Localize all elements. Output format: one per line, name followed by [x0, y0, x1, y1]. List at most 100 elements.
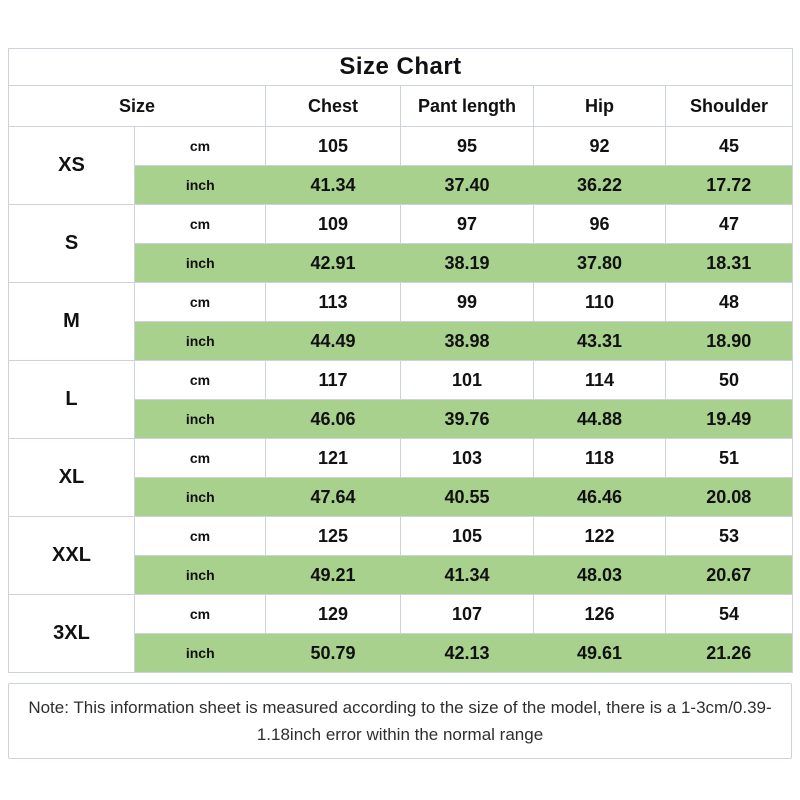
table-row-cm: XL cm 121 103 118 51: [8, 438, 793, 517]
unit-label-inch: inch: [134, 399, 266, 439]
measurement-value-cm: 114: [533, 360, 666, 400]
measurement-value-cm: 101: [400, 360, 534, 400]
measurement-value-cm: 96: [533, 204, 666, 244]
column-header-size: Size: [8, 85, 266, 127]
measurement-value-cm: 129: [265, 594, 401, 634]
measurement-value-cm: 105: [400, 516, 534, 556]
unit-label-inch: inch: [134, 321, 266, 361]
column-header-pant-length: Pant length: [400, 85, 534, 127]
measurement-value-inch: 44.88: [533, 399, 666, 439]
measurement-value-inch: 20.08: [665, 477, 793, 517]
measurement-value-inch: 17.72: [665, 165, 793, 205]
measurement-value-inch: 42.13: [400, 633, 534, 673]
column-header-row: Size Chest Pant length Hip Shoulder: [8, 85, 793, 127]
measurement-value-inch: 47.64: [265, 477, 401, 517]
measurement-value-cm: 118: [533, 438, 666, 478]
measurement-value-cm: 95: [400, 126, 534, 166]
size-label: XXL: [8, 516, 135, 595]
measurement-value-cm: 103: [400, 438, 534, 478]
measurement-value-inch: 41.34: [265, 165, 401, 205]
size-label: 3XL: [8, 594, 135, 673]
measurement-value-cm: 47: [665, 204, 793, 244]
measurement-value-inch: 38.98: [400, 321, 534, 361]
measurement-value-inch: 40.55: [400, 477, 534, 517]
measurement-value-cm: 99: [400, 282, 534, 322]
measurement-value-inch: 36.22: [533, 165, 666, 205]
measurement-value-cm: 48: [665, 282, 793, 322]
measurement-value-cm: 126: [533, 594, 666, 634]
unit-label-cm: cm: [134, 594, 266, 634]
measurement-value-inch: 39.76: [400, 399, 534, 439]
unit-label-cm: cm: [134, 204, 266, 244]
measurement-value-cm: 92: [533, 126, 666, 166]
size-chart-table: Size Chart Size Chest Pant length Hip Should…: [8, 48, 793, 673]
measurement-value-cm: 45: [665, 126, 793, 166]
measurement-value-cm: 125: [265, 516, 401, 556]
measurement-value-cm: 117: [265, 360, 401, 400]
table-row-inch: inch 46.06 39.76 44.88 19.49: [9, 399, 793, 439]
measurement-value-inch: 48.03: [533, 555, 666, 595]
measurement-value-inch: 38.19: [400, 243, 534, 283]
unit-label-cm: cm: [134, 282, 266, 322]
measurement-value-inch: 20.67: [665, 555, 793, 595]
size-chart-table-wrap: Size Chart Size Chest Pant length Hip Should…: [8, 48, 793, 673]
unit-label-cm: cm: [134, 360, 266, 400]
measurement-value-cm: 122: [533, 516, 666, 556]
note-box: Note: This information sheet is measured…: [8, 683, 792, 759]
unit-label-inch: inch: [134, 555, 266, 595]
measurement-value-inch: 46.06: [265, 399, 401, 439]
measurement-value-cm: 54: [665, 594, 793, 634]
measurement-value-cm: 107: [400, 594, 534, 634]
column-header-hip: Hip: [533, 85, 666, 127]
measurement-value-cm: 97: [400, 204, 534, 244]
unit-label-inch: inch: [134, 165, 266, 205]
note-text: Note: This information sheet is measured…: [28, 697, 772, 744]
measurement-value-inch: 19.49: [665, 399, 793, 439]
table-row-cm: 3XL cm 129 107 126 54: [8, 594, 793, 673]
size-chart-title: Size Chart: [8, 48, 793, 86]
measurement-value-cm: 105: [265, 126, 401, 166]
unit-label-inch: inch: [134, 243, 266, 283]
measurement-value-inch: 18.90: [665, 321, 793, 361]
measurement-value-inch: 44.49: [265, 321, 401, 361]
unit-label-cm: cm: [134, 516, 266, 556]
table-row-inch: inch 50.79 42.13 49.61 21.26: [9, 633, 793, 673]
measurement-value-cm: 50: [665, 360, 793, 400]
measurement-value-cm: 51: [665, 438, 793, 478]
unit-label-cm: cm: [134, 126, 266, 166]
measurement-value-inch: 50.79: [265, 633, 401, 673]
table-row-inch: inch 44.49 38.98 43.31 18.90: [9, 321, 793, 361]
measurement-value-inch: 41.34: [400, 555, 534, 595]
table-row-cm: XXL cm 125 105 122 53: [8, 516, 793, 595]
unit-label-inch: inch: [134, 477, 266, 517]
measurement-value-inch: 43.31: [533, 321, 666, 361]
measurement-value-inch: 37.80: [533, 243, 666, 283]
measurement-value-inch: 49.61: [533, 633, 666, 673]
measurement-value-inch: 49.21: [265, 555, 401, 595]
column-header-chest: Chest: [265, 85, 401, 127]
measurement-value-cm: 113: [265, 282, 401, 322]
table-row-cm: XS cm 105 95 92 45: [8, 126, 793, 205]
table-row-inch: inch 47.64 40.55 46.46 20.08: [9, 477, 793, 517]
column-header-shoulder: Shoulder: [665, 85, 793, 127]
size-label: XL: [8, 438, 135, 517]
measurement-value-cm: 53: [665, 516, 793, 556]
measurement-value-inch: 21.26: [665, 633, 793, 673]
measurement-value-cm: 110: [533, 282, 666, 322]
measurement-value-cm: 121: [265, 438, 401, 478]
size-label: S: [8, 204, 135, 283]
unit-label-inch: inch: [134, 633, 266, 673]
measurement-value-cm: 109: [265, 204, 401, 244]
measurement-value-inch: 42.91: [265, 243, 401, 283]
measurement-value-inch: 46.46: [533, 477, 666, 517]
size-label: M: [8, 282, 135, 361]
measurement-value-inch: 18.31: [665, 243, 793, 283]
unit-label-cm: cm: [134, 438, 266, 478]
size-label: L: [8, 360, 135, 439]
table-row-inch: inch 49.21 41.34 48.03 20.67: [9, 555, 793, 595]
table-row-inch: inch 42.91 38.19 37.80 18.31: [9, 243, 793, 283]
